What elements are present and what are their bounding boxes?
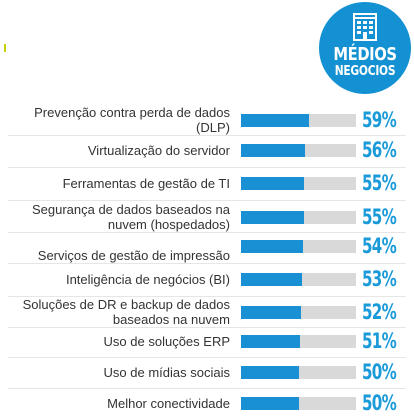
value-label: 52% [362,300,397,324]
value-label: 59% [362,108,397,132]
row-divider [8,263,406,264]
row-divider [8,327,406,328]
value-label: 54% [362,234,397,258]
row-divider [8,388,406,389]
category-label: Uso de mídias sociais [103,364,230,380]
row-divider [8,167,406,168]
value-label: 55% [362,205,397,229]
category-label: Inteligência de negócios (BI) [65,271,230,287]
bar [241,113,309,127]
category-label: Serviços de gestão de impressão [37,247,230,263]
value-label: 53% [362,267,397,291]
bar [241,365,299,379]
row-divider [8,135,406,136]
value-label: 56% [362,138,397,162]
company-size-badge: MÉDIOS NEGOCIOS [319,2,411,94]
category-label: Melhor conectividade [107,395,230,411]
accent-mark [4,44,6,52]
category-label: Segurança de dados baseados na nuvem (ho… [31,202,230,232]
bar [241,210,304,224]
bar [241,272,302,286]
value-label: 51% [362,329,397,353]
bar [241,239,303,253]
row-divider [8,232,406,233]
bar [241,143,305,157]
row-divider [8,200,406,201]
category-label: Uso de soluções ERP [103,333,230,349]
category-label: Prevenção contra perda de dados (DLP) [34,105,230,135]
bar [241,334,300,348]
category-label: Virtualização do servidor [87,142,230,158]
row-divider [8,296,406,297]
value-label: 50% [362,360,397,384]
value-label: 50% [362,391,397,415]
building-icon [353,13,377,41]
row-divider [8,357,406,358]
category-label: Ferramentas de gestão de TI [62,175,230,191]
category-label: Soluções de DR e backup de dados baseado… [22,297,230,327]
badge-subtitle: NEGOCIOS [334,64,396,79]
badge-title: MÉDIOS [333,44,397,65]
bar [241,396,299,410]
value-label: 55% [362,171,397,195]
bar [241,176,304,190]
bar [241,305,301,319]
